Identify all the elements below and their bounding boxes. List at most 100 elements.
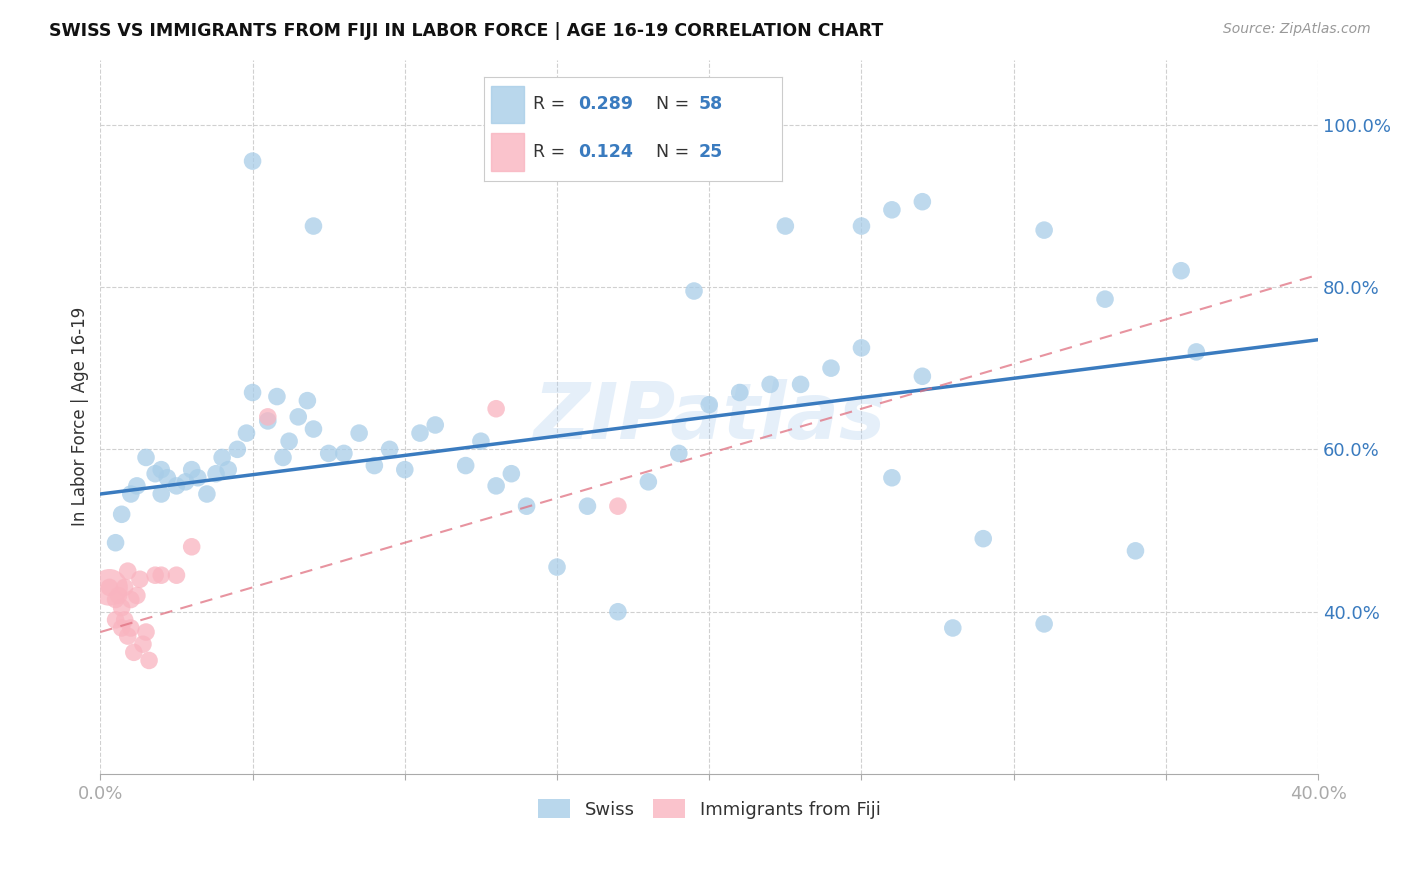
Point <box>120 592 142 607</box>
Point <box>1170 263 1192 277</box>
Point <box>111 508 134 522</box>
Point <box>576 499 599 513</box>
Point <box>174 475 197 489</box>
Point <box>516 499 538 513</box>
Point <box>911 369 934 384</box>
Point <box>347 426 370 441</box>
Point <box>129 572 152 586</box>
Point <box>1185 345 1208 359</box>
Point <box>205 467 228 481</box>
Point <box>302 219 325 233</box>
Point <box>318 446 340 460</box>
Point <box>278 434 301 449</box>
Point <box>728 385 751 400</box>
Point <box>297 393 319 408</box>
Point <box>454 458 477 473</box>
Point <box>143 568 166 582</box>
Point <box>759 377 782 392</box>
Point <box>287 409 309 424</box>
Point <box>470 434 492 449</box>
Point <box>683 113 706 128</box>
Point <box>235 426 257 441</box>
Point <box>117 564 139 578</box>
Point <box>851 219 873 233</box>
Point <box>911 194 934 209</box>
Point <box>789 377 811 392</box>
Point <box>107 589 129 603</box>
Point <box>668 446 690 460</box>
Point <box>125 479 148 493</box>
Point <box>150 487 173 501</box>
Point <box>226 442 249 457</box>
Point <box>117 629 139 643</box>
Point <box>972 532 994 546</box>
Point <box>333 446 356 460</box>
Point <box>697 398 720 412</box>
Point <box>104 613 127 627</box>
Point <box>122 645 145 659</box>
Point <box>180 540 202 554</box>
Point <box>195 487 218 501</box>
Point <box>546 560 568 574</box>
Point <box>132 637 155 651</box>
Point <box>150 463 173 477</box>
Point <box>378 442 401 457</box>
Point <box>104 592 127 607</box>
Point <box>211 450 233 465</box>
Point <box>111 621 134 635</box>
Point <box>302 422 325 436</box>
Point <box>880 471 903 485</box>
Point <box>606 499 628 513</box>
Point <box>138 653 160 667</box>
Text: Source: ZipAtlas.com: Source: ZipAtlas.com <box>1223 22 1371 37</box>
Point <box>111 600 134 615</box>
Legend: Swiss, Immigrants from Fiji: Swiss, Immigrants from Fiji <box>530 792 887 826</box>
Point <box>394 463 416 477</box>
Text: SWISS VS IMMIGRANTS FROM FIJI IN LABOR FORCE | AGE 16-19 CORRELATION CHART: SWISS VS IMMIGRANTS FROM FIJI IN LABOR F… <box>49 22 883 40</box>
Point <box>942 621 965 635</box>
Point <box>1094 292 1116 306</box>
Point <box>125 589 148 603</box>
Point <box>187 471 209 485</box>
Point <box>363 458 385 473</box>
Point <box>1125 544 1147 558</box>
Point <box>180 463 202 477</box>
Point <box>775 219 797 233</box>
Point <box>271 450 294 465</box>
Point <box>98 580 121 594</box>
Point <box>683 284 706 298</box>
Point <box>256 414 278 428</box>
Point <box>135 450 157 465</box>
Point <box>120 487 142 501</box>
Y-axis label: In Labor Force | Age 16-19: In Labor Force | Age 16-19 <box>72 307 89 526</box>
Point <box>880 202 903 217</box>
Point <box>242 385 264 400</box>
Point <box>409 426 432 441</box>
Point <box>485 401 508 416</box>
Point <box>256 409 278 424</box>
Text: ZIPatlas: ZIPatlas <box>533 379 886 455</box>
Point <box>166 568 188 582</box>
Point <box>104 535 127 549</box>
Point <box>156 471 179 485</box>
Point <box>114 580 136 594</box>
Point <box>217 463 239 477</box>
Point <box>425 417 447 432</box>
Point <box>166 479 188 493</box>
Point <box>851 341 873 355</box>
Point <box>150 568 173 582</box>
Point <box>242 154 264 169</box>
Point <box>114 613 136 627</box>
Point <box>637 475 659 489</box>
Point <box>501 467 523 481</box>
Point <box>1033 223 1056 237</box>
Point <box>266 390 288 404</box>
Point <box>606 605 628 619</box>
Point <box>485 479 508 493</box>
Point <box>135 625 157 640</box>
Point <box>98 580 121 594</box>
Point <box>1033 616 1056 631</box>
Point <box>820 361 842 376</box>
Point <box>143 467 166 481</box>
Point <box>120 621 142 635</box>
